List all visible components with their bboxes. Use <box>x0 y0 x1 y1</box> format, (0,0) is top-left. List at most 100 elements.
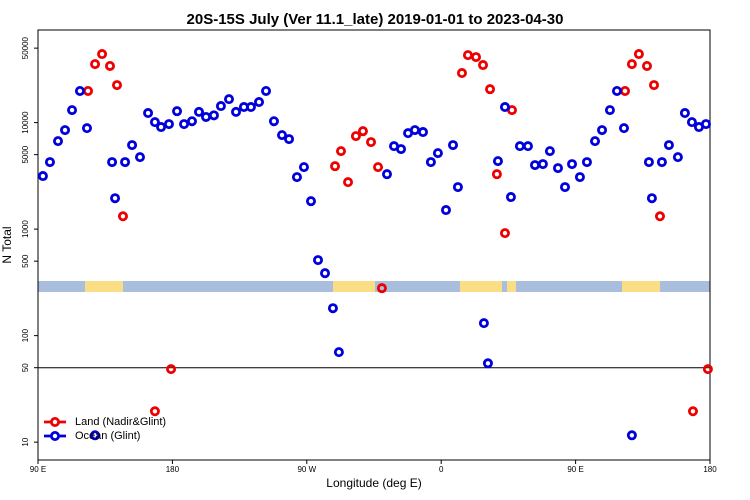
x-axis-title: Longitude (deg E) <box>326 476 421 490</box>
point <box>499 228 510 239</box>
point <box>107 157 118 168</box>
point <box>396 144 407 155</box>
point <box>172 106 183 117</box>
point <box>700 119 711 130</box>
point <box>522 141 533 152</box>
point <box>81 123 92 134</box>
point <box>127 140 138 151</box>
point <box>663 140 674 151</box>
point <box>357 126 368 137</box>
point <box>366 137 377 148</box>
x-tick-label: 0 <box>439 465 444 474</box>
point <box>67 105 78 116</box>
point <box>611 85 622 96</box>
mask-land <box>460 281 502 292</box>
point <box>261 85 272 96</box>
point <box>643 157 654 168</box>
point <box>166 364 177 375</box>
mask-land <box>622 281 660 292</box>
point <box>312 255 323 266</box>
mask-land <box>507 281 516 292</box>
point <box>179 119 190 130</box>
legend-marker <box>50 430 61 441</box>
point <box>440 205 451 216</box>
point <box>672 152 683 163</box>
point <box>417 127 428 138</box>
point <box>470 52 481 63</box>
point <box>44 157 55 168</box>
point <box>482 358 493 369</box>
point <box>597 125 608 136</box>
point <box>373 162 384 173</box>
point <box>656 157 667 168</box>
point <box>200 111 211 122</box>
point <box>333 347 344 358</box>
point <box>90 430 101 441</box>
point <box>186 116 197 127</box>
land-mask <box>38 281 710 292</box>
point <box>559 182 570 193</box>
point <box>143 108 154 119</box>
point <box>485 84 496 95</box>
mask-land <box>333 281 375 292</box>
y-tick-label: 50 <box>21 363 30 372</box>
point <box>254 97 265 108</box>
point <box>37 171 48 182</box>
point <box>149 406 160 417</box>
point <box>327 303 338 314</box>
point <box>245 102 256 113</box>
point <box>618 123 629 134</box>
point <box>679 108 690 119</box>
point <box>620 85 631 96</box>
point <box>291 172 302 183</box>
point <box>156 122 167 133</box>
point <box>120 157 131 168</box>
point <box>492 156 503 167</box>
point <box>604 105 615 116</box>
point <box>320 268 331 279</box>
y-tick-label: 100 <box>21 328 30 342</box>
point <box>215 101 226 112</box>
point <box>544 146 555 157</box>
point <box>687 406 698 417</box>
point <box>529 160 540 171</box>
point <box>574 172 585 183</box>
point <box>409 125 420 136</box>
point <box>193 106 204 117</box>
point <box>110 193 121 204</box>
point <box>104 60 115 71</box>
x-tick-label: 90 E <box>30 465 46 474</box>
point <box>646 193 657 204</box>
point <box>590 136 601 147</box>
plot-frame <box>37 29 711 461</box>
point <box>626 430 637 441</box>
point <box>649 80 660 91</box>
y-tick-label: 5000 <box>21 145 30 163</box>
legend-marker <box>50 416 61 427</box>
point <box>231 106 242 117</box>
point <box>633 49 644 60</box>
point <box>376 283 387 294</box>
point <box>499 102 510 113</box>
point <box>552 163 563 174</box>
x-tick-label: 180 <box>703 465 717 474</box>
chart-title: 20S-15S July (Ver 11.1_late) 2019-01-01 … <box>187 11 564 28</box>
y-tick-label: 10000 <box>21 111 30 134</box>
point <box>452 182 463 193</box>
point <box>432 148 443 159</box>
point <box>268 116 279 127</box>
y-tick-label: 500 <box>21 254 30 268</box>
point <box>581 157 592 168</box>
point <box>478 60 489 71</box>
point <box>74 85 85 96</box>
point <box>462 50 473 61</box>
point <box>505 192 516 203</box>
point <box>641 60 652 71</box>
point <box>60 125 71 136</box>
point <box>343 177 354 188</box>
point <box>654 211 665 222</box>
point <box>298 162 309 173</box>
point <box>478 318 489 329</box>
point <box>208 110 219 121</box>
